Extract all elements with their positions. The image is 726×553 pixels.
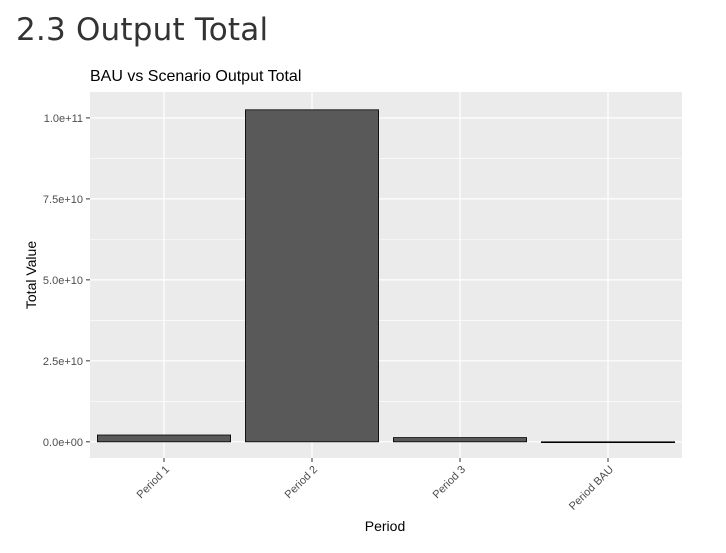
y-tick-label: 1.0e+11 [44,113,83,125]
x-tick-label: Period 2 [283,464,320,501]
bar [541,441,676,444]
y-axis: 0.0e+00 2.5e+10 5.0e+10 7.5e+10 1.0e+11 [43,113,90,449]
page-heading: 2.3 Output Total [16,12,269,48]
bar [392,437,527,443]
y-tick-label: 0.0e+00 [43,437,83,449]
y-tick-label: 2.5e+10 [43,356,83,368]
plot-panel [90,92,682,458]
x-axis: Period 1 Period 2 Period 3 Period BAU [135,458,616,513]
y-tick-label: 7.5e+10 [43,194,83,206]
x-tick-label: Period 3 [431,464,468,501]
y-axis-label: Total Value [23,241,39,309]
x-axis-label: Period [365,518,405,534]
chart-title: BAU vs Scenario Output Total [90,68,301,85]
y-tick-label: 5.0e+10 [43,275,83,287]
bar [244,109,379,443]
bar [97,434,231,443]
x-tick-label: Period BAU [567,464,616,513]
x-tick-label: Period 1 [135,464,172,501]
bars [97,109,676,444]
